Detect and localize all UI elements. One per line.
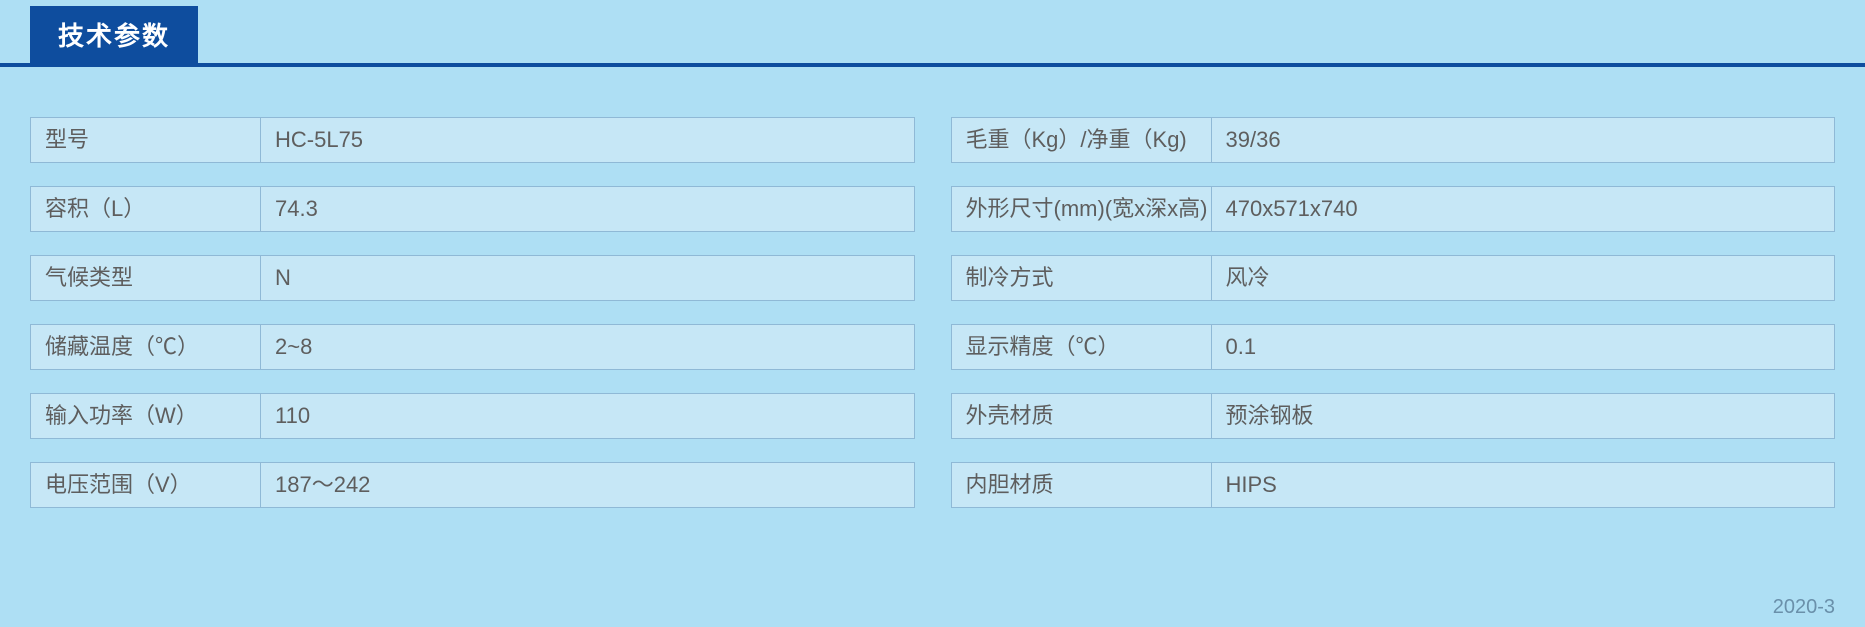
spec-label: 容积（L） [31,187,261,231]
table-row: 电压范围（V） 187～242 [30,462,915,508]
table-row: 制冷方式 风冷 [951,255,1836,301]
table-row: 外形尺寸(mm)(宽x深x高) 470x571x740 [951,186,1836,232]
spec-value: 0.1 [1212,325,1835,369]
spec-value: 187～242 [261,463,914,507]
spec-value: 预涂钢板 [1212,394,1835,438]
spec-label: 气候类型 [31,256,261,300]
spec-label: 型号 [31,118,261,162]
spec-label: 外形尺寸(mm)(宽x深x高) [952,187,1212,231]
spec-value: HC-5L75 [261,118,914,162]
spec-label: 内胆材质 [952,463,1212,507]
table-row: 气候类型 N [30,255,915,301]
table-row: 显示精度（℃） 0.1 [951,324,1836,370]
document-date: 2020-3 [1773,596,1835,619]
spec-value: 39/36 [1212,118,1835,162]
table-row: 容积（L） 74.3 [30,186,915,232]
spec-label: 储藏温度（℃） [31,325,261,369]
spec-label: 制冷方式 [952,256,1212,300]
table-row: 内胆材质 HIPS [951,462,1836,508]
spec-label: 显示精度（℃） [952,325,1212,369]
spec-value: 风冷 [1212,256,1835,300]
table-row: 储藏温度（℃） 2~8 [30,324,915,370]
spec-value: 470x571x740 [1212,187,1835,231]
spec-label: 输入功率（W） [31,394,261,438]
table-row: 型号 HC-5L75 [30,117,915,163]
spec-table: 型号 HC-5L75 容积（L） 74.3 气候类型 N 储藏温度（℃） 2~8… [0,67,1865,508]
spec-value: HIPS [1212,463,1835,507]
table-row: 输入功率（W） 110 [30,393,915,439]
spec-label: 毛重（Kg）/净重（Kg) [952,118,1212,162]
spec-label: 电压范围（V） [31,463,261,507]
table-row: 毛重（Kg）/净重（Kg) 39/36 [951,117,1836,163]
spec-value: 74.3 [261,187,914,231]
spec-column-right: 毛重（Kg）/净重（Kg) 39/36 外形尺寸(mm)(宽x深x高) 470x… [951,117,1836,508]
spec-value: N [261,256,914,300]
spec-sheet: 技术参数 型号 HC-5L75 容积（L） 74.3 气候类型 N 储藏温度（℃… [0,0,1865,627]
table-row: 外壳材质 预涂钢板 [951,393,1836,439]
section-title: 技术参数 [30,6,198,63]
header: 技术参数 [0,0,1865,67]
spec-value: 2~8 [261,325,914,369]
spec-value: 110 [261,394,914,438]
spec-label: 外壳材质 [952,394,1212,438]
spec-column-left: 型号 HC-5L75 容积（L） 74.3 气候类型 N 储藏温度（℃） 2~8… [30,117,915,508]
